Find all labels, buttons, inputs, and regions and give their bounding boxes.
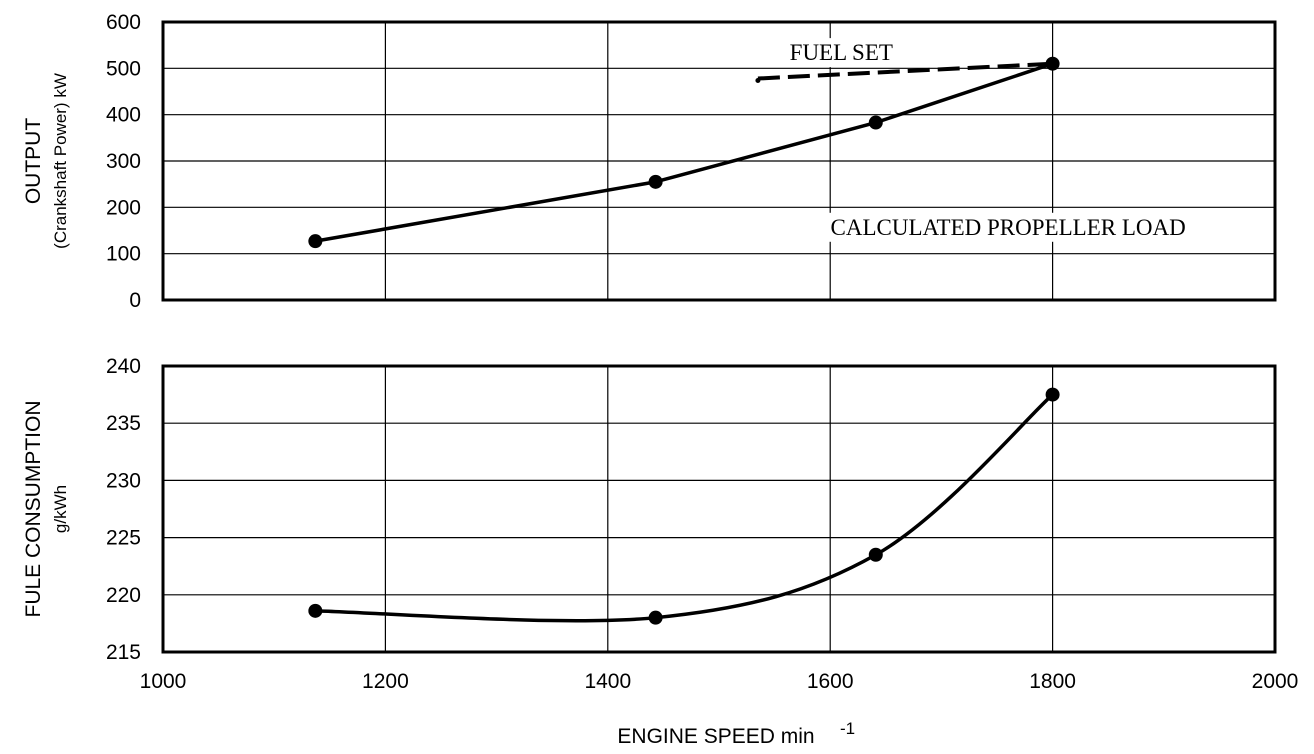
annotation-background bbox=[820, 212, 1196, 242]
y-tick-label: 300 bbox=[106, 150, 141, 173]
x-tick-label: 1400 bbox=[584, 670, 631, 693]
fuel-set-line bbox=[757, 61, 1053, 81]
y-tick-label: 220 bbox=[106, 584, 141, 607]
y-axis-title: OUTPUT bbox=[22, 118, 45, 205]
x-tick-label: 1600 bbox=[807, 670, 854, 693]
y-axis-title: FULE CONSUMPTION bbox=[22, 400, 45, 617]
x-tick-label: 1200 bbox=[362, 670, 409, 693]
y-tick-label: 230 bbox=[106, 469, 141, 492]
x-tick-label: 1000 bbox=[140, 670, 187, 693]
series-line bbox=[313, 392, 1055, 623]
y-tick-label: 200 bbox=[106, 196, 141, 219]
data-point-marker bbox=[308, 603, 323, 618]
x-axis-title-superscript: -1 bbox=[840, 719, 855, 738]
y-axis-subtitle: g/kWh bbox=[51, 485, 70, 533]
x-tick-label: 1800 bbox=[1029, 670, 1076, 693]
annotation-label: FUEL SET bbox=[790, 40, 893, 65]
annotation-background bbox=[779, 38, 903, 68]
data-point-marker bbox=[868, 115, 883, 130]
data-point-marker bbox=[648, 610, 663, 625]
data-point-marker bbox=[648, 174, 663, 189]
y-tick-label: 235 bbox=[106, 412, 141, 435]
x-tick-label: 2000 bbox=[1252, 670, 1299, 693]
y-tick-label: 240 bbox=[106, 355, 141, 378]
fuel-set-start-dot bbox=[755, 78, 761, 84]
plot-frame bbox=[161, 20, 1277, 302]
data-point-marker bbox=[1045, 387, 1060, 402]
y-tick-label: 225 bbox=[106, 527, 141, 550]
x-axis-title: ENGINE SPEED min bbox=[617, 725, 814, 748]
data-point-marker bbox=[868, 547, 883, 562]
y-tick-label: 100 bbox=[106, 243, 141, 266]
plot-frame bbox=[161, 364, 1277, 654]
y-tick-label: 400 bbox=[106, 104, 141, 127]
data-point-marker bbox=[1045, 56, 1060, 71]
y-tick-label: 500 bbox=[106, 57, 141, 80]
series-line bbox=[313, 61, 1055, 243]
y-tick-label: 600 bbox=[106, 11, 141, 34]
data-point-marker bbox=[308, 234, 323, 249]
annotation-label: CALCULATED PROPELLER LOAD bbox=[831, 215, 1186, 240]
y-tick-label: 215 bbox=[106, 641, 141, 664]
y-tick-label: 0 bbox=[129, 289, 141, 312]
y-axis-subtitle: (Crankshaft Power) kW bbox=[51, 73, 70, 249]
